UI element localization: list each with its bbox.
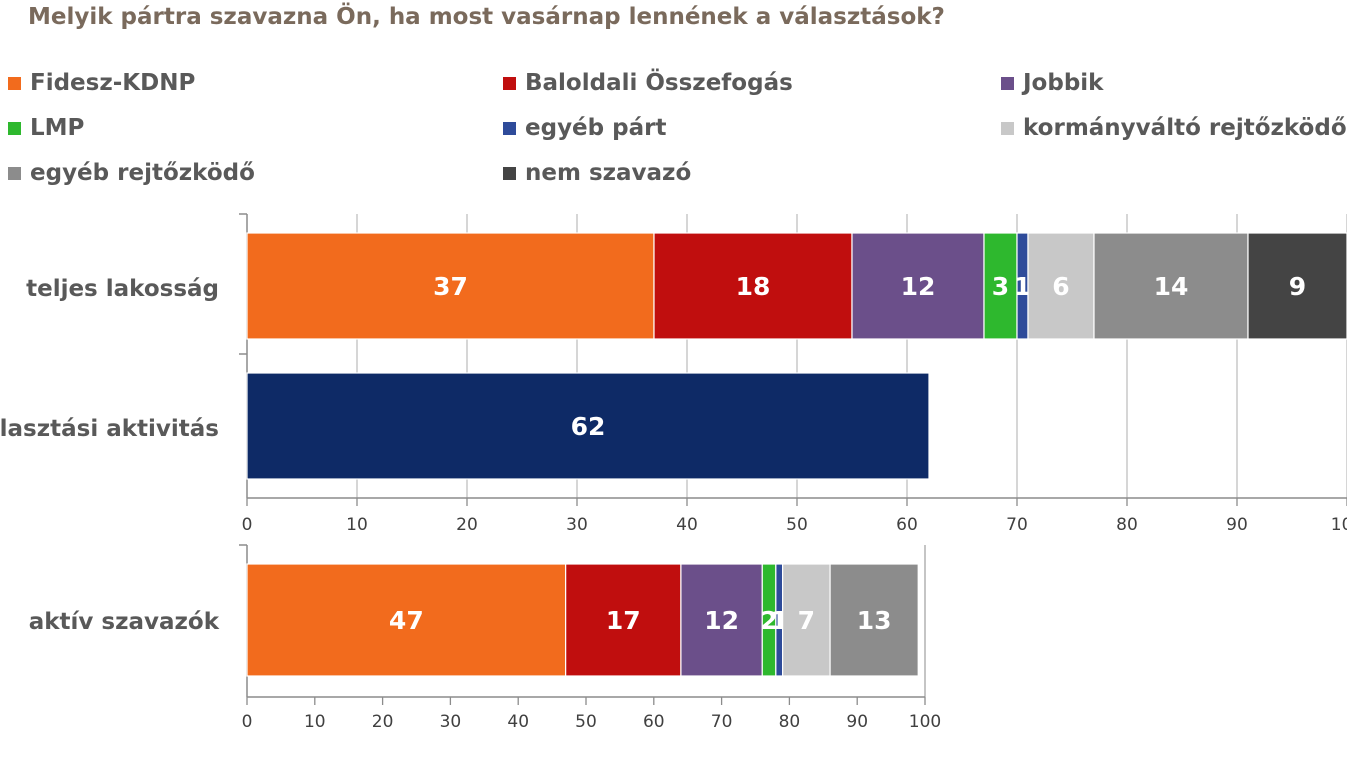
- legend-swatch: [8, 166, 21, 180]
- legend-item: Jobbik: [1001, 70, 1103, 96]
- x-tick-label: 60: [896, 515, 918, 535]
- legend-item: egyéb párt: [503, 115, 666, 141]
- bar-value-label: 47: [389, 606, 424, 635]
- bar-value-label: 12: [704, 606, 739, 635]
- legend-item: egyéb rejtőzködő: [8, 160, 255, 186]
- x-tick-label: 40: [507, 712, 529, 732]
- bar-segment: [246, 232, 655, 340]
- legend-label: Baloldali Összefogás: [525, 70, 793, 96]
- bar-value-label: 3: [992, 272, 1009, 301]
- legend-swatch: [503, 121, 516, 135]
- legend-swatch: [503, 76, 516, 90]
- x-tick-label: 90: [846, 712, 868, 732]
- bar-value-label: 1: [1014, 272, 1031, 301]
- bar-segment: [680, 563, 763, 677]
- bar-value-label: 17: [606, 606, 641, 635]
- legend-swatch: [1001, 76, 1014, 90]
- bar-value-label: 7: [798, 606, 815, 635]
- bar-segment: [565, 563, 682, 677]
- x-tick-label: 10: [346, 515, 368, 535]
- x-tick-label: 0: [242, 515, 253, 535]
- bar-segment: [1093, 232, 1249, 340]
- x-tick-label: 20: [456, 515, 478, 535]
- bar-value-label: 2: [760, 606, 777, 635]
- legend-label: Jobbik: [1023, 70, 1104, 96]
- bar-segment: [246, 372, 930, 480]
- x-tick-label: 50: [575, 712, 597, 732]
- legend-item: Fidesz-KDNP: [8, 70, 195, 96]
- category-label: teljes lakosság: [26, 276, 219, 302]
- bar-segment: [983, 232, 1018, 340]
- x-tick-label: 60: [643, 712, 665, 732]
- legend-label: egyéb rejtőzködő: [30, 160, 255, 186]
- bar-segment: [653, 232, 853, 340]
- legend-item: Baloldali Összefogás: [503, 70, 793, 96]
- x-tick-label: 100: [909, 712, 941, 732]
- bar-value-label: 14: [1154, 272, 1189, 301]
- bar-value-label: 6: [1052, 272, 1069, 301]
- legend-item: kormányváltó rejtőzködő: [1001, 115, 1347, 141]
- legend-item: nem szavazó: [503, 160, 691, 186]
- legend-label: Fidesz-KDNP: [30, 70, 196, 96]
- x-tick-label: 10: [304, 712, 326, 732]
- chart-panel-2: 0 10 20 30 40 50 60 70 80 90 100 aktív szavazók 47 17…: [29, 544, 941, 732]
- legend-swatch: [8, 76, 21, 90]
- bar-segment: [829, 563, 919, 677]
- x-tick-label: 0: [242, 712, 253, 732]
- legend-label: nem szavazó: [525, 160, 692, 186]
- category-label: aktív szavazók: [29, 609, 220, 635]
- legend-swatch: [503, 166, 516, 180]
- x-tick-label: 50: [786, 515, 808, 535]
- x-tick-label: 30: [440, 712, 462, 732]
- chart-title: Melyik pártra szavazna Ön, ha most vasár…: [28, 4, 945, 30]
- bar-value-label: 9: [1289, 272, 1306, 301]
- x-tick-label: 40: [676, 515, 698, 535]
- bar-value-label: 62: [571, 412, 606, 441]
- bar-value-label: 12: [901, 272, 936, 301]
- legend-swatch: [1001, 121, 1014, 135]
- x-tick-label: 70: [711, 712, 733, 732]
- legend-label: kormányváltó rejtőzködő: [1023, 115, 1347, 141]
- bar-value-label: 37: [433, 272, 468, 301]
- x-tick-label: 90: [1226, 515, 1248, 535]
- bar-segment: [851, 232, 985, 340]
- legend-swatch: [8, 121, 21, 135]
- bar-segment: [1247, 232, 1347, 340]
- legend-item: LMP: [8, 115, 84, 141]
- x-tick-label: 70: [1006, 515, 1028, 535]
- x-tick-label: 20: [372, 712, 394, 732]
- bar-value-label: 13: [857, 606, 892, 635]
- bar-value-label: 18: [736, 272, 771, 301]
- chart-panel-1: 0 10 20 30 40 50 60 70 80 90 100 teljes lakosság 37 1…: [0, 213, 1347, 535]
- x-tick-label: 30: [566, 515, 588, 535]
- x-tick-label: 100: [1331, 515, 1347, 535]
- x-tick-label: 80: [779, 712, 801, 732]
- legend-label: egyéb párt: [525, 115, 667, 141]
- category-label: választási aktivitás: [0, 416, 219, 442]
- legend-label: LMP: [30, 115, 85, 141]
- x-tick-label: 80: [1116, 515, 1138, 535]
